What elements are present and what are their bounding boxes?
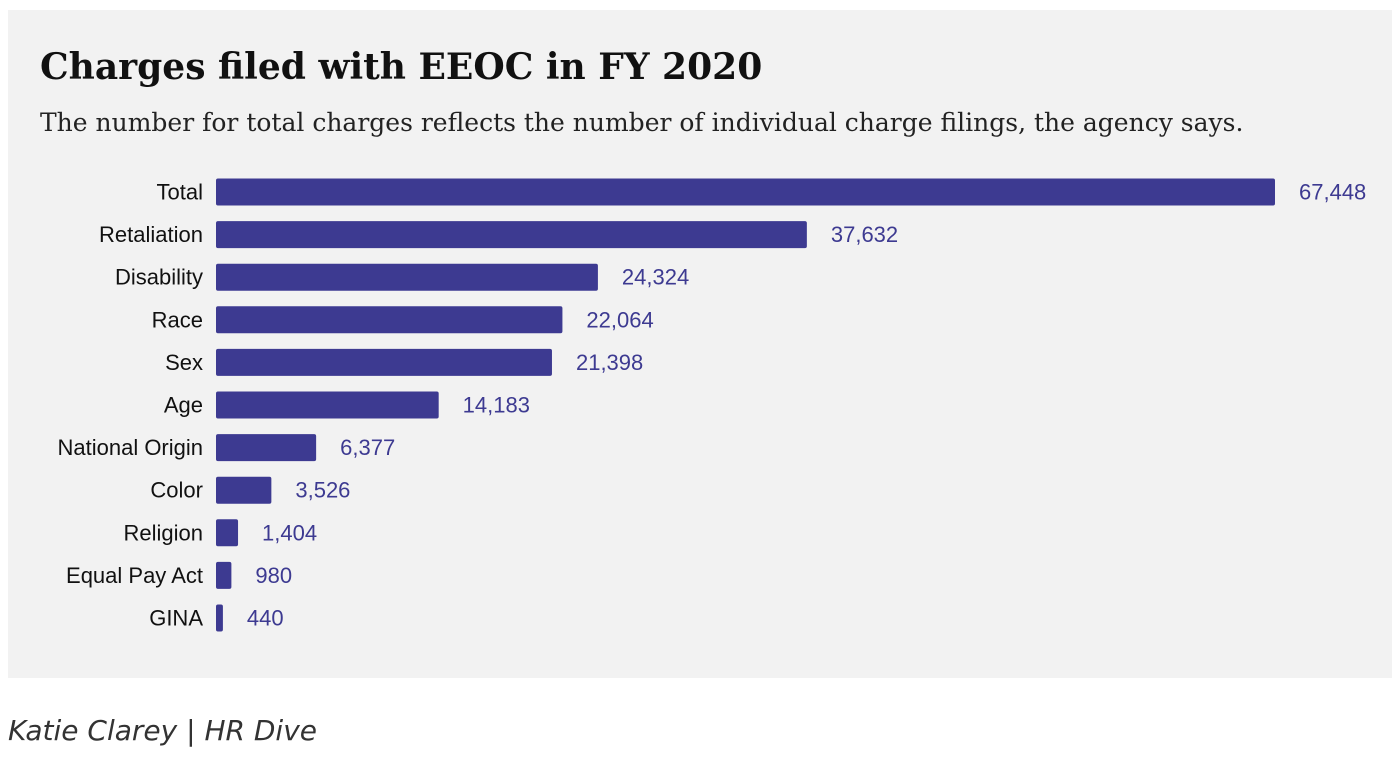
category-label: Religion <box>124 520 204 545</box>
bar <box>216 519 239 547</box>
bar <box>216 178 1275 206</box>
value-label: 3,526 <box>295 478 350 503</box>
value-label: 1,404 <box>262 520 317 545</box>
bar <box>216 604 223 632</box>
category-label: Race <box>152 307 203 332</box>
bar <box>216 476 272 504</box>
category-label: GINA <box>149 606 203 631</box>
value-label: 24,324 <box>622 265 689 290</box>
bar-chart: Total 67,448 Retaliation 37,632 Disability 24… <box>57 178 1366 632</box>
value-label: 980 <box>255 563 292 588</box>
chart-title: Charges filed with EEOC in FY 2020 <box>40 46 763 88</box>
bar <box>216 306 563 334</box>
bar <box>216 221 807 249</box>
category-label: Sex <box>165 350 203 375</box>
category-label: Age <box>164 393 203 418</box>
chart-panel: Charges filed with EEOC in FY 2020 The n… <box>8 10 1392 678</box>
category-label: Total <box>157 180 203 205</box>
category-label: Color <box>150 478 203 503</box>
bar <box>216 561 232 589</box>
bar <box>216 348 552 376</box>
value-label: 67,448 <box>1299 180 1366 205</box>
value-label: 37,632 <box>831 222 898 247</box>
value-label: 440 <box>247 606 284 631</box>
value-label: 22,064 <box>586 307 653 332</box>
category-label: Disability <box>115 265 203 290</box>
value-label: 14,183 <box>463 393 530 418</box>
bar <box>216 391 439 419</box>
category-label: Equal Pay Act <box>66 563 203 588</box>
credit-line: Katie Clarey | HR Dive <box>8 714 317 747</box>
bar <box>216 434 317 462</box>
category-label: National Origin <box>57 435 203 460</box>
bar <box>216 263 598 291</box>
value-label: 21,398 <box>576 350 643 375</box>
value-label: 6,377 <box>340 435 395 460</box>
chart-subtitle: The number for total charges reflects th… <box>40 108 1244 137</box>
category-label: Retaliation <box>99 222 203 247</box>
